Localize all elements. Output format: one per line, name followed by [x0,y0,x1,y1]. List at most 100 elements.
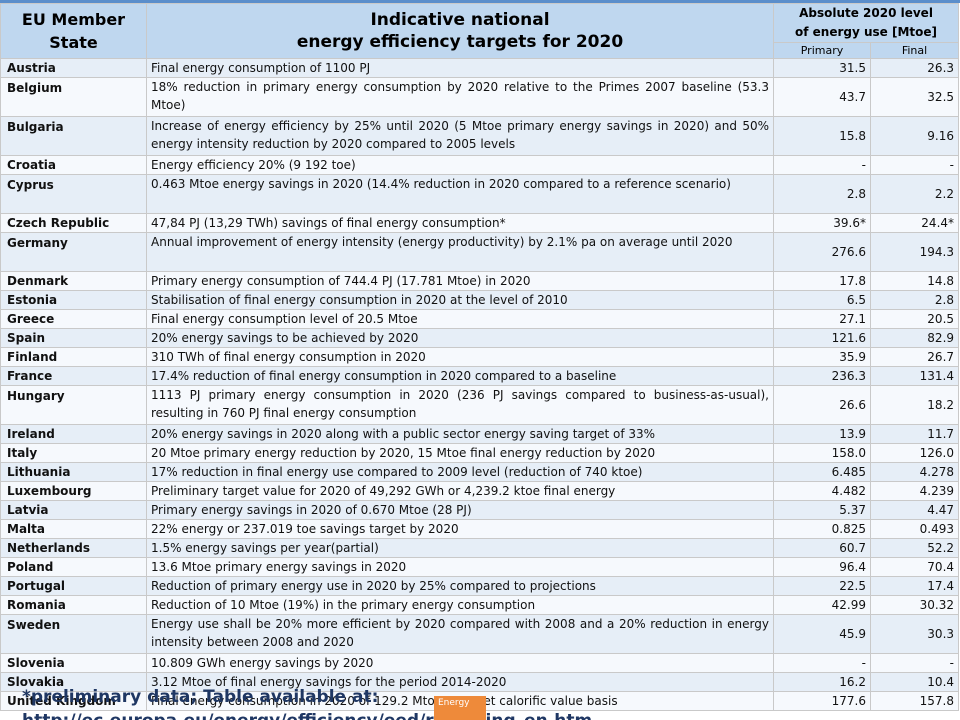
final-value-cell: 157.8 [869,691,960,711]
primary-value-cell: - [773,653,871,673]
target-cell: Final energy consumption level of 20.5 M… [146,309,774,329]
primary-value-cell: 276.6 [773,232,871,272]
final-value-cell: 0.493 [869,519,960,539]
primary-value-cell: 42.99 [773,595,871,615]
member-state-cell: Estonia [0,290,147,310]
member-state-cell: Sweden [0,614,147,654]
header-abs-line1: Absolute 2020 level [799,6,933,20]
member-state-cell: Belgium [0,77,147,117]
target-cell: Primary energy consumption of 744.4 PJ (… [146,271,774,291]
final-value-cell: 4.278 [869,462,960,482]
header-state-label: EU Member State [21,10,126,52]
final-value-cell: 4.239 [869,481,960,501]
primary-value-cell: 31.5 [773,58,871,78]
header-target-line2: energy efficiency targets for 2020 [296,32,624,52]
member-state-cell: Bulgaria [0,116,147,156]
target-cell: 13.6 Mtoe primary energy savings in 2020 [146,557,774,577]
final-value-cell: 194.3 [869,232,960,272]
final-value-cell: 14.8 [869,271,960,291]
final-value-cell: 11.7 [869,424,960,444]
target-cell: 20% energy savings in 2020 along with a … [146,424,774,444]
target-cell: 20 Mtoe primary energy reduction by 2020… [146,443,774,463]
primary-value-cell: 26.6 [773,385,871,425]
target-cell: 22% energy or 237.019 toe savings target… [146,519,774,539]
target-cell: Increase of energy efficiency by 25% unt… [146,116,774,156]
table-row: Cyprus 0.463 Mtoe energy savings in 2020 … [0,174,960,214]
primary-value-cell: 121.6 [773,328,871,348]
final-value-cell: 9.16 [869,116,960,156]
target-cell: Reduction of 10 Mtoe (19%) in the primar… [146,595,774,615]
target-cell: 1113 PJ primary energy consumption in 20… [146,385,774,425]
table-row: Malta 22% energy or 237.019 toe savings t… [0,519,960,539]
target-cell: Preliminary target value for 2020 of 49,… [146,481,774,501]
final-value-cell: 52.2 [869,538,960,558]
member-state-cell: Italy [0,443,147,463]
table-row: Estonia Stabilisation of final energy con… [0,290,960,310]
final-value-cell: - [869,155,960,175]
primary-value-cell: 6.5 [773,290,871,310]
target-cell: Final energy consumption of 1100 PJ [146,58,774,78]
primary-value-cell: 2.8 [773,174,871,214]
final-value-cell: 126.0 [869,443,960,463]
primary-value-cell: 6.485 [773,462,871,482]
table-row: Finland 310 TWh of final energy consumpti… [0,347,960,367]
table-row: Belgium 18% reduction in primary energy c… [0,77,960,117]
target-cell: Stabilisation of final energy consumptio… [146,290,774,310]
member-state-cell: Croatia [0,155,147,175]
table-row: Spain 20% energy savings to be achieved b… [0,328,960,348]
member-state-cell: Greece [0,309,147,329]
primary-value-cell: 177.6 [773,691,871,711]
table-row: Portugal Reduction of primary energy use … [0,576,960,596]
table-row: Germany Annual improvement of energy inte… [0,232,960,272]
table-row: Sweden Energy use shall be 20% more effic… [0,614,960,654]
energy-efficiency-targets-table: EU Member State Indicative national ener… [0,3,960,711]
member-state-cell: Hungary [0,385,147,425]
member-state-cell: Ireland [0,424,147,444]
final-value-cell: 26.3 [869,58,960,78]
member-state-cell: Netherlands [0,538,147,558]
source-link[interactable]: http://ec.europa.eu/energy/efficiency/ee… [22,710,592,720]
table-row: Latvia Primary energy savings in 2020 of … [0,500,960,520]
member-state-cell: Luxembourg [0,481,147,501]
target-cell: 47,84 PJ (13,29 TWh) savings of final en… [146,213,774,233]
target-cell: 18% reduction in primary energy consumpt… [146,77,774,117]
target-cell: 0.463 Mtoe energy savings in 2020 (14.4%… [146,174,774,214]
primary-value-cell: 17.8 [773,271,871,291]
table-row: Slovakia 3.12 Mtoe of final energy saving… [0,672,960,692]
header-member-state: EU Member State [0,3,147,59]
table-row: Greece Final energy consumption level of … [0,309,960,329]
primary-value-cell: 45.9 [773,614,871,654]
header-primary: Primary [773,42,871,59]
target-cell: 1.5% energy savings per year(partial) [146,538,774,558]
primary-value-cell: 35.9 [773,347,871,367]
footnote: *preliminary data; Table available at: [22,687,379,707]
target-cell: 10.809 GWh energy savings by 2020 [146,653,774,673]
member-state-cell: Austria [0,58,147,78]
member-state-cell: Slovenia [0,653,147,673]
table-row: Hungary 1113 PJ primary energy consumptio… [0,385,960,425]
target-cell: Energy use shall be 20% more efficient b… [146,614,774,654]
primary-value-cell: 96.4 [773,557,871,577]
primary-value-cell: 4.482 [773,481,871,501]
primary-value-cell: 22.5 [773,576,871,596]
target-cell: Reduction of primary energy use in 2020 … [146,576,774,596]
member-state-cell: Romania [0,595,147,615]
final-value-cell: 70.4 [869,557,960,577]
final-value-cell: 2.2 [869,174,960,214]
target-cell: 17% reduction in final energy use compar… [146,462,774,482]
target-cell: 17.4% reduction of final energy consumpt… [146,366,774,386]
table-row: Poland 13.6 Mtoe primary energy savings i… [0,557,960,577]
primary-value-cell: - [773,155,871,175]
primary-value-cell: 13.9 [773,424,871,444]
final-value-cell: 26.7 [869,347,960,367]
table-row: Czech Republic 47,84 PJ (13,29 TWh) savin… [0,213,960,233]
table-row: Bulgaria Increase of energy efficiency by… [0,116,960,156]
table-row: Austria Final energy consumption of 1100 … [0,58,960,78]
member-state-cell: Poland [0,557,147,577]
member-state-cell: Germany [0,232,147,272]
primary-value-cell: 236.3 [773,366,871,386]
top-accent-bar [0,0,960,3]
final-value-cell: 24.4* [869,213,960,233]
member-state-cell: Portugal [0,576,147,596]
final-value-cell: 32.5 [869,77,960,117]
